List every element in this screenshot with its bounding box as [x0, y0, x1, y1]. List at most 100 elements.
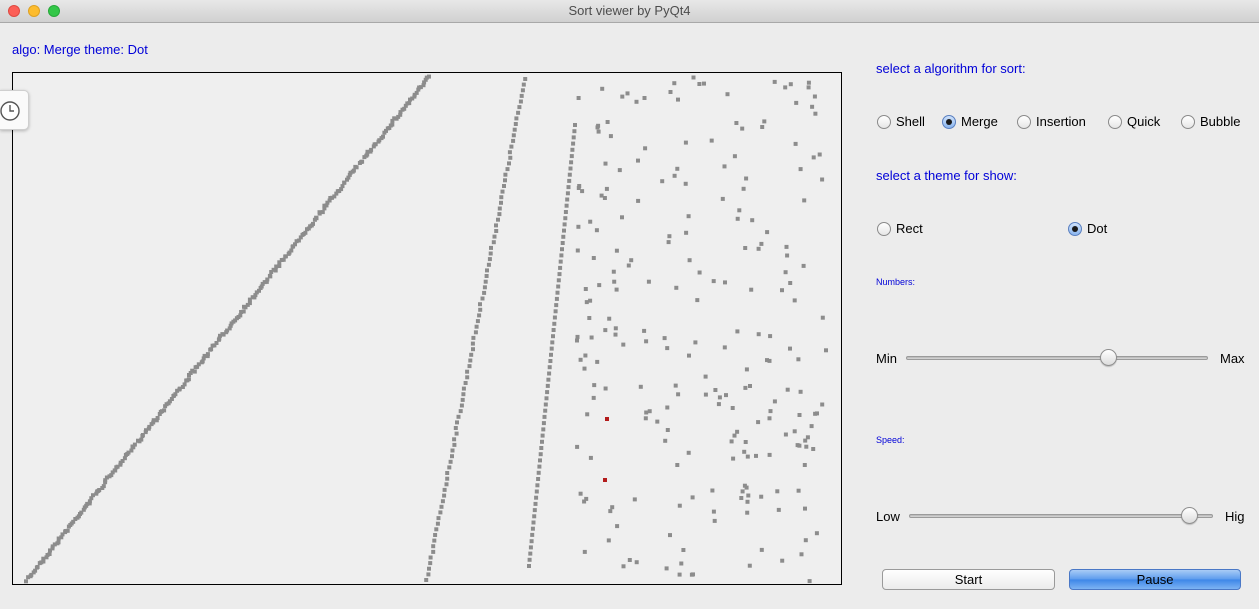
sort-dot [423, 77, 428, 82]
sort-dot [634, 560, 639, 565]
sort-dot [605, 120, 610, 124]
sort-dot [683, 140, 688, 145]
sort-dot [541, 427, 546, 432]
sort-dot [247, 297, 252, 302]
sort-dot [804, 444, 809, 449]
sort-dot [463, 381, 468, 385]
sort-dot [636, 198, 641, 203]
sort-dot [554, 296, 559, 301]
sort-dot [805, 435, 810, 440]
sort-dot [745, 454, 750, 459]
sort-dot [605, 417, 609, 421]
sort-dot [435, 521, 440, 526]
sort-dot [332, 194, 337, 199]
sort-dot [239, 310, 244, 314]
sort-dot [424, 75, 429, 80]
sort-dot [713, 388, 718, 392]
sort-dot [296, 238, 301, 243]
sort-dot [348, 170, 353, 175]
sort-dot [534, 489, 539, 494]
sort-dot [238, 313, 243, 318]
sort-dot [665, 428, 670, 432]
sort-dot [571, 135, 576, 140]
sort-dot [227, 326, 232, 331]
sort-dot [760, 125, 765, 129]
radio-bubble[interactable]: Bubble [1181, 114, 1240, 129]
radio-insertion[interactable]: Insertion [1017, 114, 1086, 129]
sort-dot [776, 507, 781, 512]
zoom-window-button[interactable] [48, 5, 60, 17]
sort-dot [625, 91, 630, 96]
sort-dot [792, 429, 797, 434]
sort-dot [503, 178, 507, 183]
sort-dot [740, 489, 745, 494]
pause-button[interactable]: Pause [1069, 569, 1241, 590]
sort-dot [662, 336, 667, 341]
sort-dot [740, 126, 745, 131]
sort-dot [607, 316, 612, 321]
radio-shell[interactable]: Shell [877, 114, 925, 129]
sort-dot [687, 258, 692, 263]
sort-dot [655, 419, 660, 424]
sort-dot [452, 437, 457, 442]
sort-dot [606, 538, 611, 543]
sort-dot [600, 86, 605, 91]
sort-dot [742, 449, 747, 454]
minimize-window-button[interactable] [28, 5, 40, 17]
sort-dot [103, 478, 108, 483]
side-tab[interactable] [0, 90, 29, 130]
sort-dot [271, 267, 276, 272]
sort-dot [817, 152, 822, 157]
sort-dot [788, 346, 792, 351]
sort-dot [638, 384, 643, 389]
sort-dot [747, 563, 752, 568]
sort-dot [617, 168, 622, 173]
sort-dot [322, 203, 327, 208]
start-button[interactable]: Start [882, 569, 1055, 590]
radio-label: Rect [896, 221, 923, 236]
sort-dot [169, 397, 174, 401]
sort-dot [807, 579, 812, 584]
sort-dot [745, 499, 750, 504]
sort-dot [113, 468, 118, 473]
radio-dot[interactable]: Dot [1068, 221, 1107, 236]
radio-merge[interactable]: Merge [942, 114, 998, 129]
sort-dot [560, 247, 564, 252]
sort-dot [390, 118, 395, 123]
sort-dot [139, 437, 144, 442]
sort-dot [120, 459, 125, 463]
sort-dot [432, 538, 437, 543]
sort-dot [679, 561, 684, 566]
sort-dot [489, 245, 493, 250]
sort-dot [668, 533, 672, 538]
sort-dot [549, 346, 554, 351]
speed-slider[interactable] [909, 506, 1213, 526]
sort-dot [536, 477, 541, 481]
sort-dot [487, 257, 492, 262]
sort-dot [507, 161, 511, 166]
sort-dot [709, 138, 714, 143]
sort-dot [572, 129, 577, 134]
radio-quick[interactable]: Quick [1108, 114, 1160, 129]
sort-dot [542, 414, 547, 419]
sort-dot [759, 547, 764, 552]
sort-dot [732, 433, 737, 438]
sort-dot [461, 386, 466, 391]
sort-dot [603, 328, 608, 333]
slider-knob[interactable] [1180, 507, 1198, 524]
sort-dot [660, 179, 665, 184]
numbers-min-label: Min [876, 351, 897, 366]
sort-dot [35, 565, 40, 569]
sort-dot [422, 80, 427, 85]
close-window-button[interactable] [8, 5, 20, 17]
sort-dot [711, 279, 716, 284]
radio-rect[interactable]: Rect [877, 221, 923, 236]
numbers-slider[interactable] [906, 348, 1208, 368]
sort-dot [294, 239, 299, 244]
sort-dot [643, 416, 648, 421]
sort-visualization [24, 74, 828, 584]
slider-knob[interactable] [1100, 349, 1118, 366]
sort-dot [529, 539, 534, 544]
sort-dot [735, 329, 740, 334]
sort-dot [94, 491, 99, 496]
